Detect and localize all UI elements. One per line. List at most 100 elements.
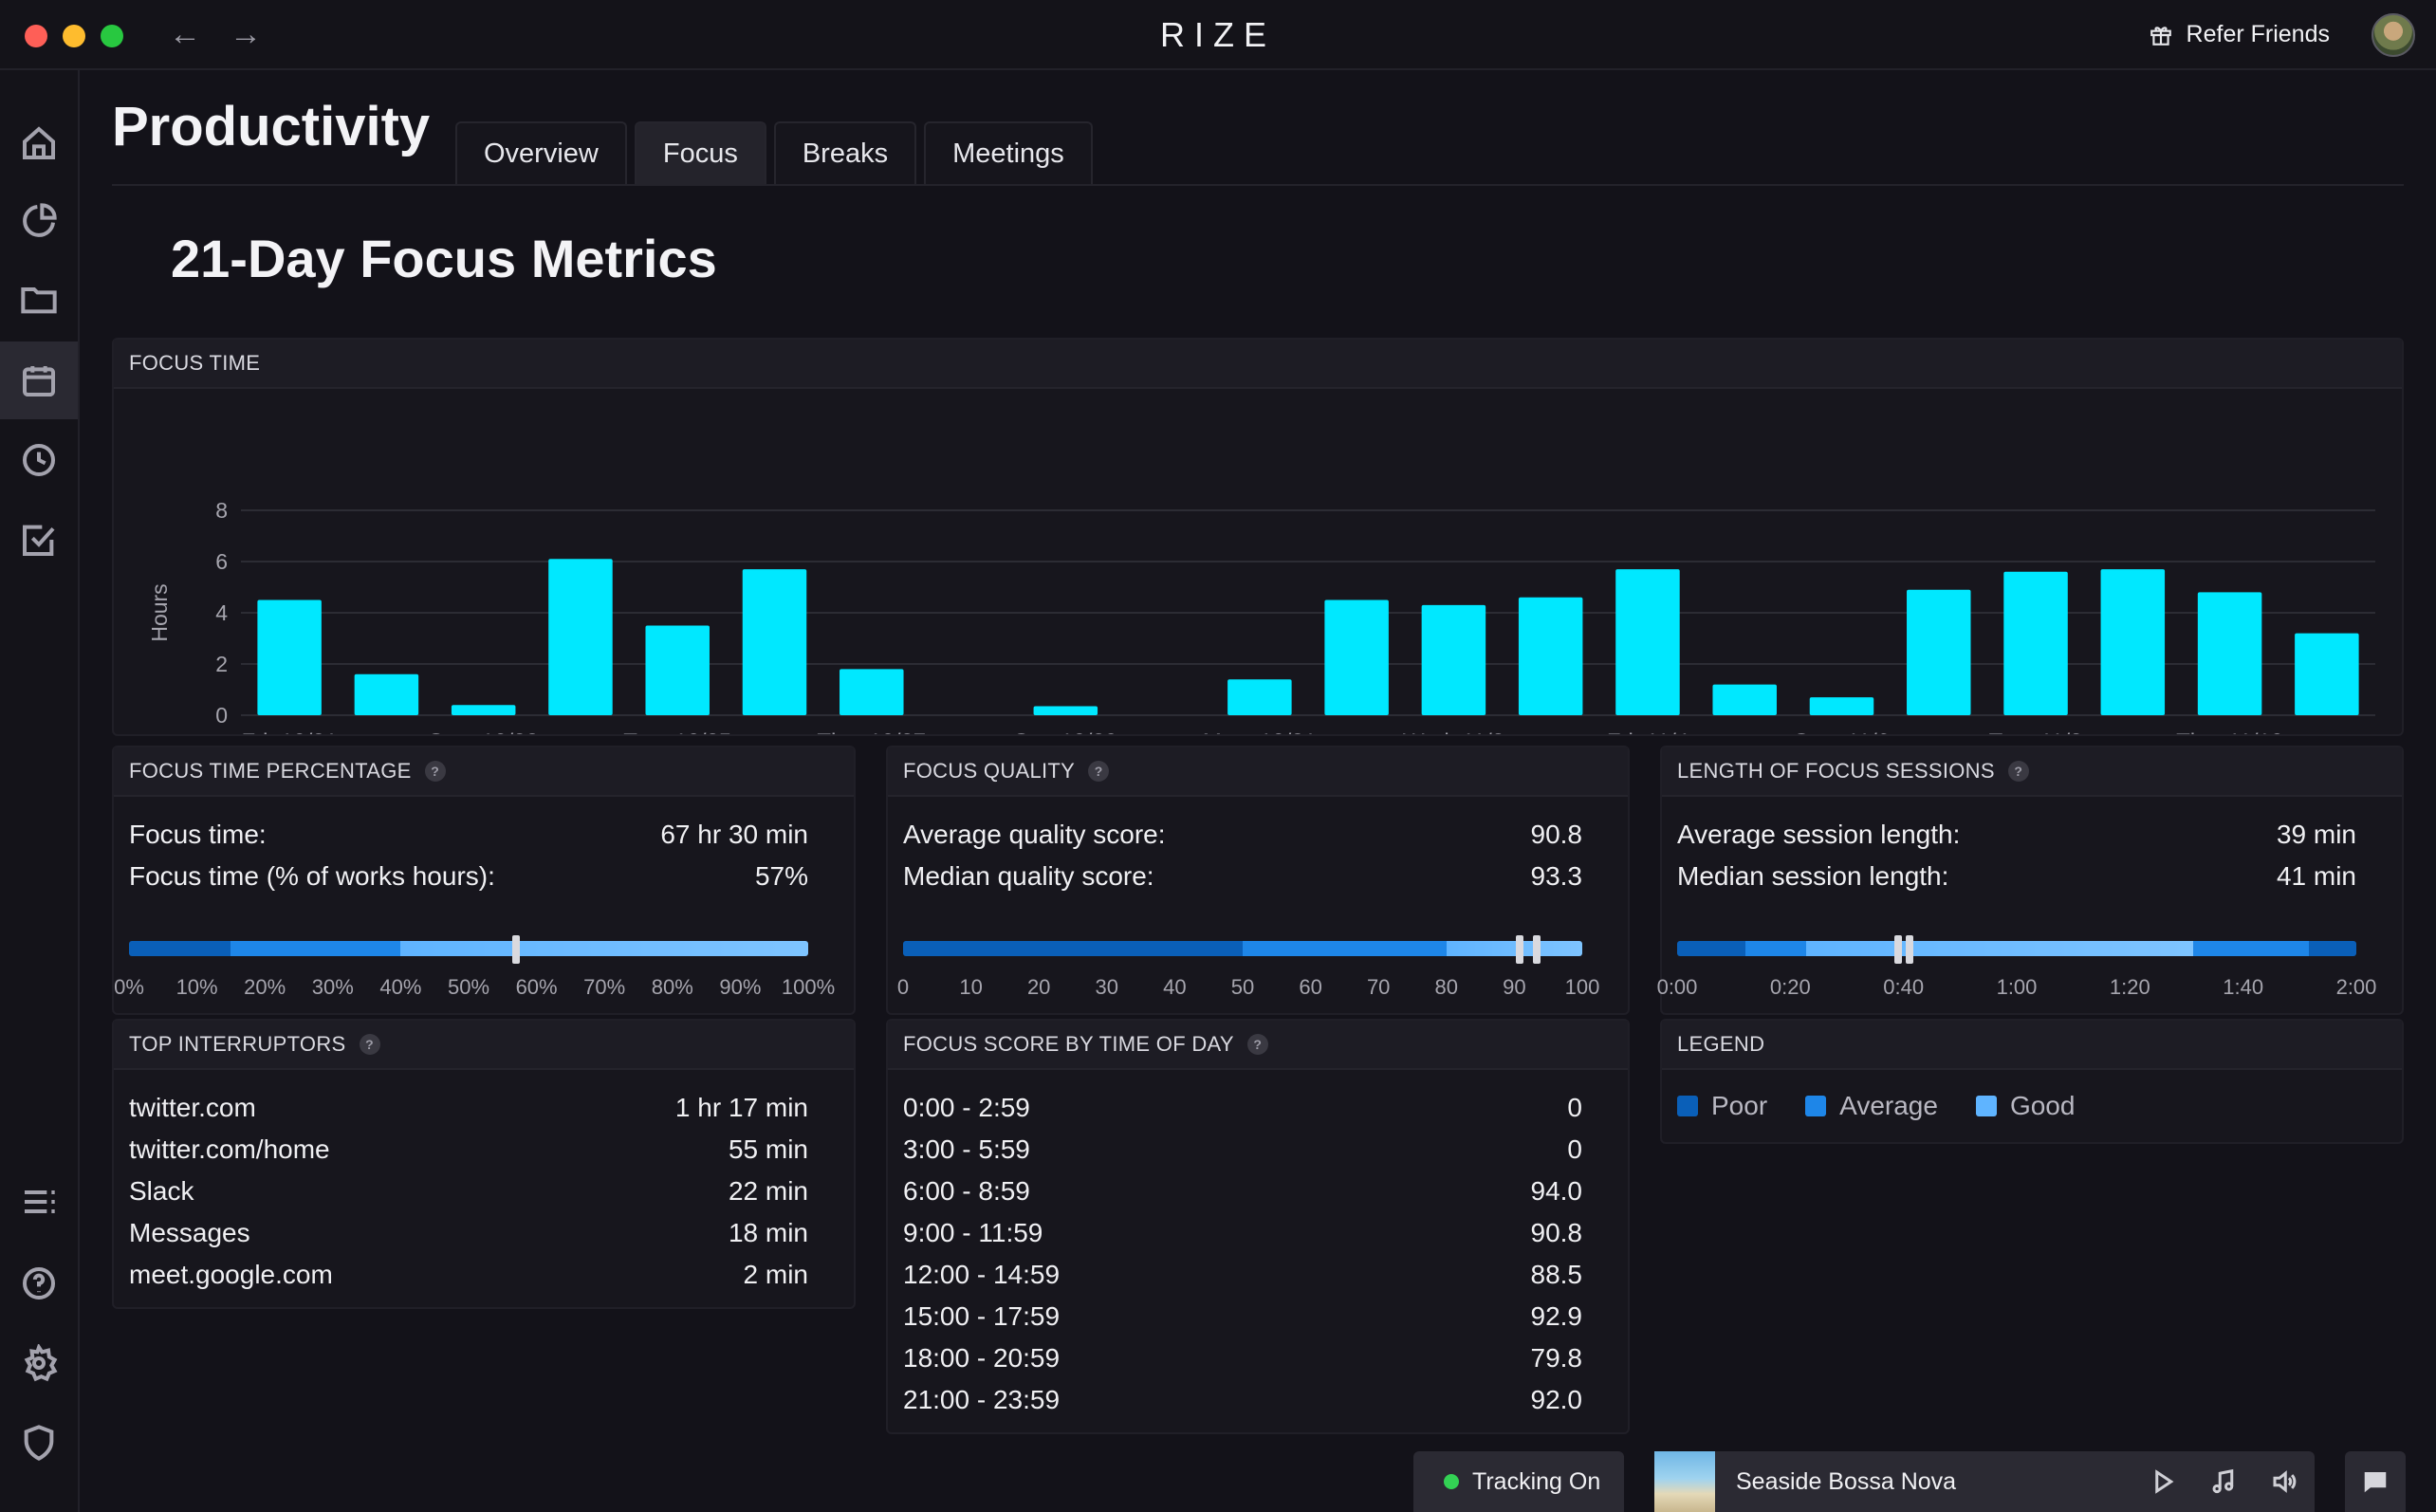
legend-swatch [1805,1096,1827,1116]
focus-quality-tick-label: 0 [896,975,910,999]
legend-item-good: Good [1975,1091,2076,1121]
focus-quality-tick-label: 40 [1163,975,1187,999]
chart-bar [2003,571,2068,715]
list-item: 12:00 - 14:59 88.5 [903,1254,1582,1296]
section-title: 21-Day Focus Metrics [171,229,717,288]
sidebar-item-home[interactable] [0,104,78,182]
stat-label: Focus time (% of works hours): [129,861,495,891]
x-tick-label: Sun, 11/6 [1794,729,1890,734]
back-arrow-icon[interactable]: ← [169,16,201,52]
x-tick-label: Mon, 10/31 [1203,729,1317,734]
focus-percentage-tick-label: 100% [781,975,836,999]
focus-percentage-tick-label: 20% [244,975,286,999]
score-value: 0 [1567,1093,1582,1122]
list-icon [25,1190,55,1213]
tab-breaks[interactable]: Breaks [773,121,917,184]
tabs-divider [112,184,2404,186]
list-item: 6:00 - 8:59 94.0 [903,1171,1582,1212]
chart-bar [257,599,322,715]
focus-quality-tick-label: 100 [1564,975,1600,999]
chat-button[interactable] [2345,1451,2406,1512]
score-value: 94.0 [1530,1176,1583,1206]
focus-percentage-tick-label: 80% [651,975,693,999]
tab-overview[interactable]: Overview [455,121,627,184]
help-icon[interactable]: ? [424,761,446,782]
sidebar-item-history[interactable] [0,421,78,499]
legend-header: LEGEND [1662,1021,2402,1070]
music-button[interactable] [2193,1467,2254,1496]
pie-chart-icon [23,203,57,237]
sidebar-item-analytics[interactable] [0,182,78,260]
volume-button[interactable] [2254,1467,2315,1496]
y-tick-label: 4 [215,600,228,625]
stat-label: Average session length: [1677,820,1961,849]
close-window-button[interactable] [25,25,47,47]
tracking-status-button[interactable]: Tracking On [1413,1451,1624,1512]
focus-time-percentage-header: FOCUS TIME PERCENTAGE ? [114,747,854,797]
tab-meetings[interactable]: Meetings [924,121,1093,184]
play-button[interactable] [2132,1467,2193,1496]
sidebar-item-calendar[interactable] [0,341,78,419]
focus-sessions-tick-label: 1:00 [1996,975,2038,999]
score-value: 79.8 [1530,1343,1583,1373]
scale-marker [1516,935,1524,964]
sidebar-item-tasks[interactable] [0,501,78,579]
chart-bar [1227,679,1292,715]
legend-label: Good [2009,1091,2076,1120]
tab-focus[interactable]: Focus [634,121,766,184]
score-value: 88.5 [1530,1260,1583,1289]
focus-quality-tick-label: 60 [1299,975,1322,999]
avatar[interactable] [2371,13,2415,57]
focus-percentage-tick-label: 60% [515,975,558,999]
focus-percentage-tick-label: 40% [379,975,422,999]
chart-bar [1033,706,1098,715]
chart-bar [1615,569,1680,715]
focus-score-by-time-title: FOCUS SCORE BY TIME OF DAY [903,1032,1234,1056]
focus-sessions-tick-label: 0:40 [1883,975,1925,999]
focus-percentage-tick-label: 90% [719,975,762,999]
sidebar-item-projects[interactable] [0,260,78,338]
folder-icon [21,287,57,314]
help-icon[interactable]: ? [1246,1034,1268,1055]
interruptor-time: 1 hr 17 min [674,1093,808,1122]
focus-percentage-scale [129,941,808,956]
interruptor-name: meet.google.com [129,1260,333,1289]
focus-time-chart: 0 2 4 6 8 Hours Fri, 10/21 Sun, 10/23 Tue, 10/25… [147,498,2375,755]
time-range: 9:00 - 11:59 [903,1218,1043,1247]
focus-quality-tick-label: 80 [1434,975,1459,999]
chart-bar [2100,569,2166,715]
focus-time-card-header: FOCUS TIME [114,340,2402,389]
x-tick-label: Tue, 10/25 [623,729,731,734]
page-title: Productivity [112,96,431,157]
focus-sessions-tick-label: 0:00 [1656,975,1698,999]
stat-value: 41 min [2276,861,2356,891]
interruptor-time: 22 min [728,1176,808,1206]
refer-friends-label: Refer Friends [2186,21,2330,47]
stat-row: Focus time: 67 hr 30 min [129,814,808,856]
legend-label: Poor [1711,1091,1768,1120]
sidebar-item-settings[interactable] [0,1324,78,1402]
focus-sessions-scale [1677,941,2356,956]
help-icon[interactable]: ? [1088,761,1110,782]
help-icon[interactable]: ? [359,1034,380,1055]
stat-label: Median quality score: [903,861,1154,891]
sidebar-item-menu[interactable] [0,1163,78,1241]
focus-quality-tick-label: 30 [1095,975,1119,999]
forward-arrow-icon[interactable]: → [230,16,262,52]
maximize-window-button[interactable] [101,25,123,47]
shield-icon [24,1425,54,1461]
stat-value: 57% [754,861,808,891]
help-icon[interactable]: ? [2007,761,2029,782]
sidebar-item-help[interactable] [0,1245,78,1322]
list-item: 21:00 - 23:59 92.0 [903,1379,1582,1421]
minimize-window-button[interactable] [63,25,85,47]
stat-row: Average quality score: 90.8 [903,814,1582,856]
sidebar-item-privacy[interactable] [0,1404,78,1482]
x-tick-label: Fri, 10/21 [241,729,337,734]
focus-quality-tick-label: 90 [1503,975,1526,999]
focus-score-by-time-card: FOCUS SCORE BY TIME OF DAY ? 0:00 - 2:59… [886,1019,1630,1434]
focus-quality-header: FOCUS QUALITY ? [888,747,1628,797]
refer-friends-button[interactable]: Refer Friends [2149,21,2330,48]
chart-bar [451,705,516,715]
legend-label: Average [1839,1091,1938,1120]
